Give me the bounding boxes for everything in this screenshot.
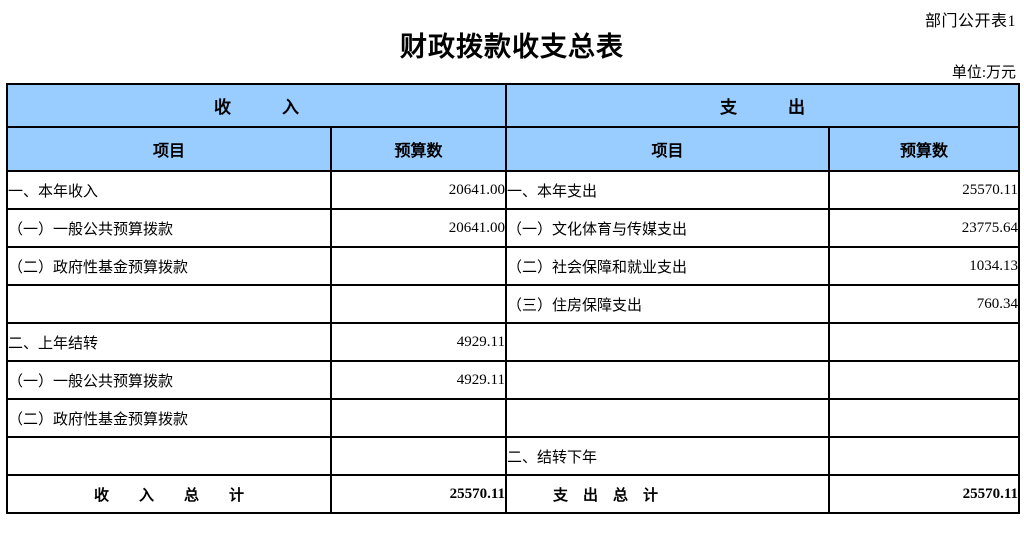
income-item-cell [6,284,332,324]
page-title: 财政拨款收支总表 [400,32,624,62]
table-row: 一、本年收入 20641.00 一、本年支出 25570.11 [6,170,1020,210]
expense-value-cell: 25570.11 [828,170,1020,210]
table-row: （二）政府性基金预算拨款 [6,398,1020,438]
table-row: （一）一般公共预算拨款 20641.00 （一）文化体育与传媒支出 23775.64 [6,208,1020,248]
income-item-cell: （二）政府性基金预算拨款 [6,398,332,438]
income-item-cell: 一、本年收入 [6,170,332,210]
income-item-cell: （二）政府性基金预算拨款 [6,246,332,286]
expense-item-cell: 二、结转下年 [505,436,830,476]
unit-label: 单位:万元 [951,65,1016,81]
income-value-cell: 4929.11 [330,322,507,362]
table-body: 一、本年收入 20641.00 一、本年支出 25570.11 （一）一般公共预算拨款 2… [6,170,1020,514]
table-row: （二）政府性基金预算拨款 （二）社会保障和就业支出 1034.13 [6,246,1020,286]
corner-label: 部门公开表1 [924,13,1016,30]
expense-value-cell [828,436,1020,476]
table-row: （一）一般公共预算拨款 4929.11 [6,360,1020,400]
income-value-cell: 20641.00 [330,170,507,210]
income-value-cell [330,284,507,324]
section-header-row: 收 入 支 出 [6,83,1020,128]
income-value-cell: 25570.11 [330,474,507,514]
expense-item-cell: 一、本年支出 [505,170,830,210]
income-item-cell: 收 入 总 计 [6,474,332,514]
expense-item-cell [505,322,830,362]
expense-value-cell: 23775.64 [828,208,1020,248]
expense-value-cell: 760.34 [828,284,1020,324]
income-value-cell [330,398,507,438]
expense-item-cell: （一）文化体育与传媒支出 [505,208,830,248]
expense-item-column-header: 项目 [505,126,830,172]
table-row: （三）住房保障支出 760.34 [6,284,1020,324]
income-value-cell [330,246,507,286]
expense-item-cell [505,360,830,400]
income-item-cell [6,436,332,476]
expense-value-cell: 25570.11 [828,474,1020,514]
total-row: 收 入 总 计 25570.11 支 出 总 计 25570.11 [6,474,1020,514]
income-section-header: 收 入 [6,83,507,128]
income-value-cell [330,436,507,476]
expense-value-cell [828,322,1020,362]
expense-value-column-header: 预算数 [828,126,1020,172]
expense-item-cell: （三）住房保障支出 [505,284,830,324]
expense-value-cell [828,360,1020,400]
income-value-column-header: 预算数 [330,126,507,172]
table-header: 收 入 支 出 项目 预算数 项目 预算数 [6,83,1020,172]
income-item-column-header: 项目 [6,126,332,172]
expense-value-cell: 1034.13 [828,246,1020,286]
income-value-cell: 4929.11 [330,360,507,400]
budget-table: 收 入 支 出 项目 预算数 项目 预算数 一、本年收入 20641.00 一、本年… [6,83,1020,514]
expense-value-cell [828,398,1020,438]
table-row: 二、结转下年 [6,436,1020,476]
income-item-cell: 二、上年结转 [6,322,332,362]
income-item-cell: （一）一般公共预算拨款 [6,208,332,248]
expense-item-cell: （二）社会保障和就业支出 [505,246,830,286]
income-value-cell: 20641.00 [330,208,507,248]
expense-item-cell [505,398,830,438]
expense-item-cell: 支 出 总 计 [505,474,830,514]
column-header-row: 项目 预算数 项目 预算数 [6,126,1020,172]
expense-section-header: 支 出 [505,83,1020,128]
income-item-cell: （一）一般公共预算拨款 [6,360,332,400]
table-row: 二、上年结转 4929.11 [6,322,1020,362]
